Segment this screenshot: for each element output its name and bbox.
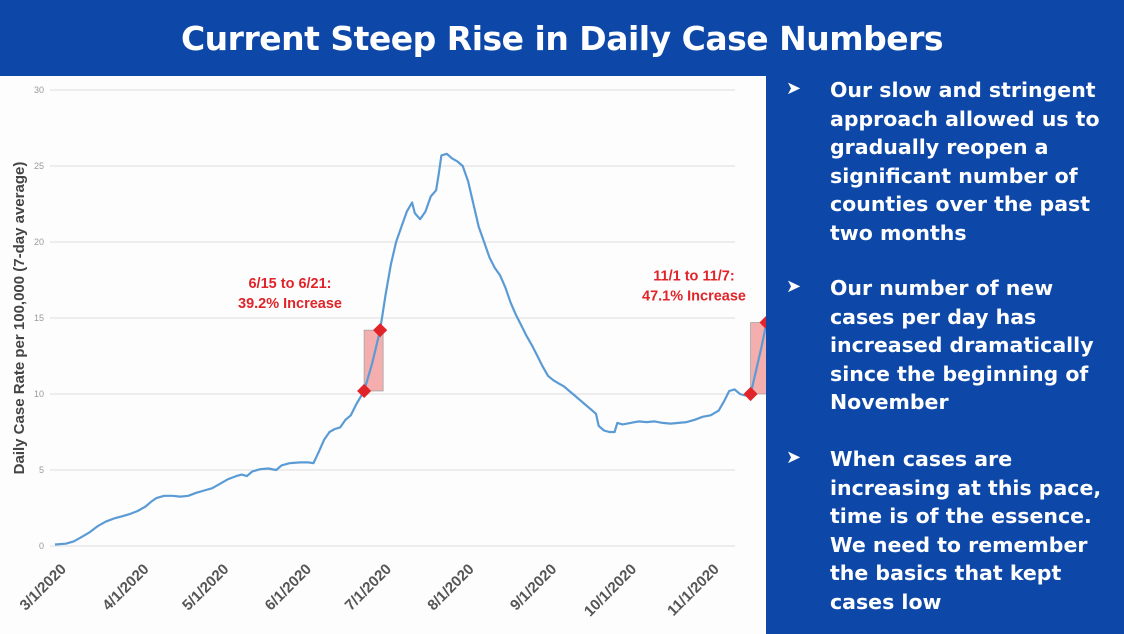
- x-tick-label: 8/1/2020: [424, 561, 477, 614]
- data-marker-diamond: [743, 386, 758, 402]
- y-axis-label: Daily Case Rate per 100,000 (7-day avera…: [11, 162, 28, 475]
- x-tick-label: 9/1/2020: [507, 561, 560, 614]
- bullet-text: When cases are increasing at this pace, …: [830, 447, 1102, 614]
- x-tick-label: 10/1/2020: [581, 561, 640, 620]
- x-tick-label: 4/1/2020: [99, 561, 152, 614]
- arrowhead-icon: ➤: [786, 447, 802, 468]
- data-marker-diamond: [357, 383, 372, 399]
- arrowhead-icon: ➤: [786, 276, 802, 297]
- data-marker-diamond: [373, 323, 388, 338]
- y-tick-label: 10: [34, 389, 44, 399]
- y-tick-label: 5: [39, 465, 44, 475]
- data-marker-diamond: [759, 315, 766, 330]
- y-tick-label: 25: [34, 161, 44, 171]
- bullet-item: ➤ When cases are increasing at this pace…: [780, 445, 1120, 616]
- slide-title: Current Steep Rise in Daily Case Numbers: [180, 18, 944, 58]
- x-tick-label: 6/1/2020: [262, 561, 315, 614]
- x-tick-label: 11/1/2020: [664, 561, 723, 620]
- bullet-text: Our number of new cases per day has incr…: [830, 276, 1094, 414]
- case-rate-line-chart: 0 5 10 15 20 25 30 Daily Case Rate per 100,000 …: [11, 85, 766, 620]
- bullet-item: ➤ Our number of new cases per day has in…: [780, 274, 1120, 417]
- bullet-item: ➤ Our slow and stringent approach allowe…: [780, 76, 1120, 247]
- x-tick-label: 7/1/2020: [342, 561, 395, 614]
- y-tick-label: 20: [34, 237, 44, 247]
- x-tick-label: 5/1/2020: [179, 561, 232, 614]
- y-tick-label: 15: [34, 313, 44, 323]
- annotation-label: 11/1 to 11/7:: [653, 269, 734, 285]
- x-tick-label: 3/1/2020: [17, 561, 70, 614]
- series-line: [54, 152, 766, 546]
- y-tick-label: 30: [34, 85, 44, 95]
- chart-panel: 0 5 10 15 20 25 30 Daily Case Rate per 100,000 …: [0, 76, 766, 634]
- y-tick-label: 0: [39, 541, 44, 551]
- annotation-label: 6/15 to 6/21:: [248, 276, 331, 292]
- bullet-text: Our slow and stringent approach allowed …: [830, 78, 1100, 245]
- arrowhead-icon: ➤: [786, 78, 802, 99]
- annotation-label: 39.2% Increase: [238, 296, 342, 312]
- annotation-label: 47.1% Increase: [642, 289, 746, 305]
